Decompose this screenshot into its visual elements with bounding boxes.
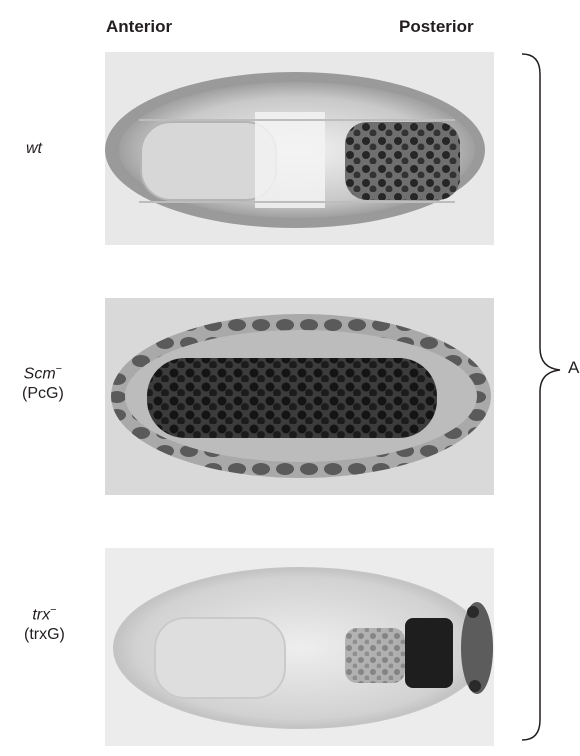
row-label-wt: wt xyxy=(26,139,42,159)
genotype-label: trx xyxy=(32,606,51,624)
embryo-image-trx xyxy=(105,548,494,746)
group-label: (trxG) xyxy=(24,626,65,644)
embryo-image-scm xyxy=(105,298,494,495)
brace-label: A xyxy=(568,358,580,377)
group-label: (PcG) xyxy=(22,385,64,403)
row-label-trx: trx− (trxG) xyxy=(24,600,65,645)
row-label-scm: Scm− (PcG) xyxy=(22,359,64,404)
grouping-brace xyxy=(521,53,561,741)
genotype-label: wt xyxy=(26,140,42,157)
genotype-label: Scm xyxy=(23,365,56,383)
superscript-minus: − xyxy=(55,363,63,375)
embryo-image-wt xyxy=(105,52,494,245)
header-posterior: Posterior xyxy=(399,17,474,36)
superscript-minus: − xyxy=(50,604,57,616)
header-anterior: Anterior xyxy=(106,17,173,36)
